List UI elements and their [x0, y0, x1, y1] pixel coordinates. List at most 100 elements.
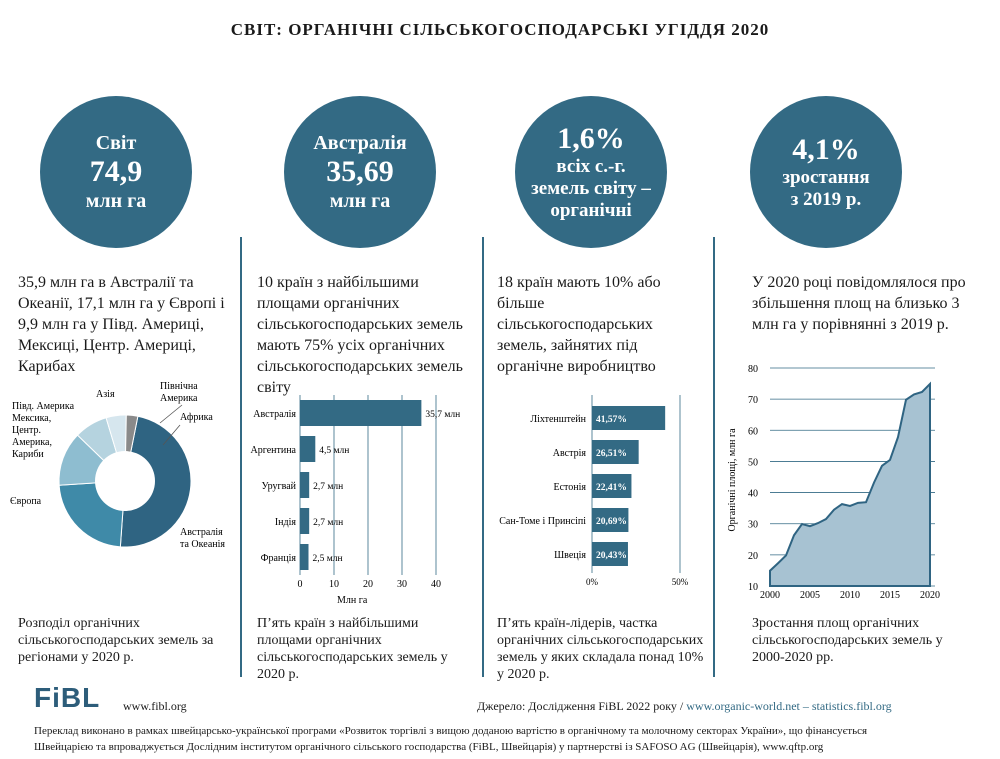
divider-2	[482, 237, 484, 677]
growth-line-2: з 2019 р.	[790, 189, 862, 210]
bar2-cat-4: Швеція	[554, 550, 586, 561]
bar1-cat-2: Уругвай	[261, 481, 296, 492]
desc-top10: 10 країн з найбільшими площами органічни…	[257, 274, 463, 396]
footer-line-1: Переклад виконано в рамках швейцарсько-у…	[34, 725, 868, 737]
area-xtick-2010: 2010	[840, 590, 860, 601]
bar1-tick-40: 40	[431, 579, 441, 590]
area-xtick-2000: 2000	[760, 590, 780, 601]
share-circle: 1,6% всіх с.-г. земель світу – органічні	[515, 96, 667, 248]
area-ylabel: Органічні площі, млн га	[727, 428, 738, 532]
regions-pie-chart: Азія Північна Америка Африка Півд. Амери…	[10, 381, 225, 550]
australia-label: Австралія	[313, 132, 407, 154]
area-xtick-2020: 2020	[920, 590, 940, 601]
bar1-cat-3: Індія	[275, 517, 297, 528]
pie-label-sa-4: Америка,	[12, 437, 52, 448]
area-ytick-70: 70	[748, 395, 758, 406]
bar1-tick-20: 20	[363, 579, 373, 590]
share-line-2: земель світу –	[531, 178, 651, 199]
area-series	[769, 381, 931, 587]
bar1-bar-4	[300, 544, 309, 570]
pie-hole	[95, 451, 155, 511]
bar1-bar-3	[300, 508, 310, 534]
area-ytick-40: 40	[748, 489, 758, 500]
world-unit: млн га	[85, 190, 147, 212]
desc-world: 35,9 млн га в Австралії та Океанії, 17,1…	[18, 274, 225, 375]
bar1-cat-4: Франція	[261, 553, 297, 564]
footer-note: Переклад виконано в рамках швейцарсько-у…	[34, 723, 974, 755]
australia-unit: млн га	[329, 190, 391, 212]
fibl-website-link[interactable]: www.fibl.org	[123, 699, 187, 713]
bar2-cat-0: Ліхтенштейн	[530, 414, 586, 425]
bar1-tick-10: 10	[329, 579, 339, 590]
pie-label-aus-2: та Океанія	[180, 539, 225, 550]
bar2-bar-2	[592, 474, 632, 498]
footer-line-2: Швейцарією та впроваджується Дослідним і…	[34, 741, 824, 753]
pie-label-sa-1: Півд. Америка	[12, 401, 75, 412]
share-value: 1,6%	[557, 122, 625, 155]
pie-label-asia: Азія	[96, 389, 115, 400]
source-label: Джерело: Дослідження FiBL 2022 року /	[477, 699, 687, 713]
pie-label-na-1: Північна	[160, 381, 198, 392]
pie-label-sa-3: Центр.	[12, 425, 41, 436]
pie-label-aus-1: Австралія	[180, 527, 223, 538]
bar2-val-0: 41,57%	[596, 415, 627, 425]
bar1-bar-2	[300, 472, 310, 498]
divider-3	[713, 237, 715, 677]
bar2-val-1: 26,51%	[596, 449, 627, 459]
bar1-val-3: 2,7 млн	[313, 518, 343, 528]
bar2-cat-1: Австрія	[553, 448, 587, 459]
bar2-cat-3: Сан-Томе і Принсіпі	[499, 516, 586, 527]
bar2-tick-0: 0%	[586, 577, 599, 587]
caption-top5: П’ять країн з найбільшими площами органі…	[257, 616, 448, 682]
bar1-tick-30: 30	[397, 579, 407, 590]
pie-label-sa-2: Мексика,	[12, 413, 51, 424]
page-title: СВІТ: ОРГАНІЧНІ СІЛЬСЬКОГОСПОДАРСЬКІ УГІ…	[230, 20, 770, 39]
pie-label-na-2: Америка	[160, 393, 198, 404]
area-ytick-10: 10	[748, 582, 758, 593]
world-label: Світ	[95, 132, 137, 154]
world-circle: Світ 74,9 млн га	[40, 96, 192, 248]
area-xtick-2005: 2005	[800, 590, 820, 601]
share-bar-chart: 0% 50% Ліхтенштейн 41,57% Австрія 26,51% Есто…	[499, 395, 689, 587]
area-ytick-30: 30	[748, 520, 758, 531]
bar2-bar-1	[592, 440, 639, 464]
area-ytick-50: 50	[748, 457, 758, 468]
bar1-val-0: 35,7 млн	[425, 410, 460, 420]
share-line-1: всіх с.-г.	[556, 156, 626, 177]
bar2-tick-1: 50%	[672, 577, 689, 587]
bar1-val-1: 4,5 млн	[319, 446, 349, 456]
bar2-cat-2: Естонія	[553, 482, 586, 493]
area-ytick-80: 80	[748, 364, 758, 375]
bar1-cat-0: Австралія	[253, 409, 296, 420]
australia-circle: Австралія 35,69 млн га	[284, 96, 436, 248]
source-link[interactable]: www.organic-world.net – statistics.fibl.…	[686, 699, 892, 713]
bar1-val-2: 2,7 млн	[313, 482, 343, 492]
caption-pie: Розподіл органічних сільськогосподарськи…	[18, 616, 214, 665]
area-xtick-2015: 2015	[880, 590, 900, 601]
desc-18countries: 18 країн мають 10% або більше сільського…	[497, 274, 661, 375]
bar1-bar-0	[300, 400, 422, 426]
top5-bar-chart: 0 10 20 30 40 Австралія 35,7 млн Аргентина 4,5 …	[251, 395, 460, 606]
caption-share: П’ять країн-лідерів, частка органічних с…	[497, 616, 704, 682]
area-ytick-60: 60	[748, 426, 758, 437]
pie-label-europe: Європа	[10, 496, 42, 507]
bar1-bar-1	[300, 436, 316, 462]
bar2-bar-0	[592, 406, 666, 430]
bar1-cat-1: Аргентина	[251, 445, 297, 456]
share-line-3: органічні	[550, 200, 632, 221]
pie-label-sa-5: Кариби	[12, 449, 44, 460]
bar1-val-4: 2,5 млн	[313, 554, 343, 564]
bar2-val-2: 22,41%	[596, 483, 627, 493]
australia-value: 35,69	[326, 155, 394, 188]
bar2-val-4: 20,43%	[596, 551, 627, 561]
growth-line-1: зростання	[782, 167, 870, 188]
area-ytick-20: 20	[748, 551, 758, 562]
bar2-val-3: 20,69%	[596, 517, 627, 527]
growth-value: 4,1%	[792, 133, 860, 166]
bar2-bar-4	[592, 542, 628, 566]
caption-growth: Зростання площ органічних сільськогоспод…	[752, 616, 943, 665]
bar2-bar-3	[592, 508, 629, 532]
bar1-xlabel: Млн га	[337, 595, 368, 606]
bar1-tick-0: 0	[298, 579, 303, 590]
pie-label-africa: Африка	[180, 412, 213, 423]
